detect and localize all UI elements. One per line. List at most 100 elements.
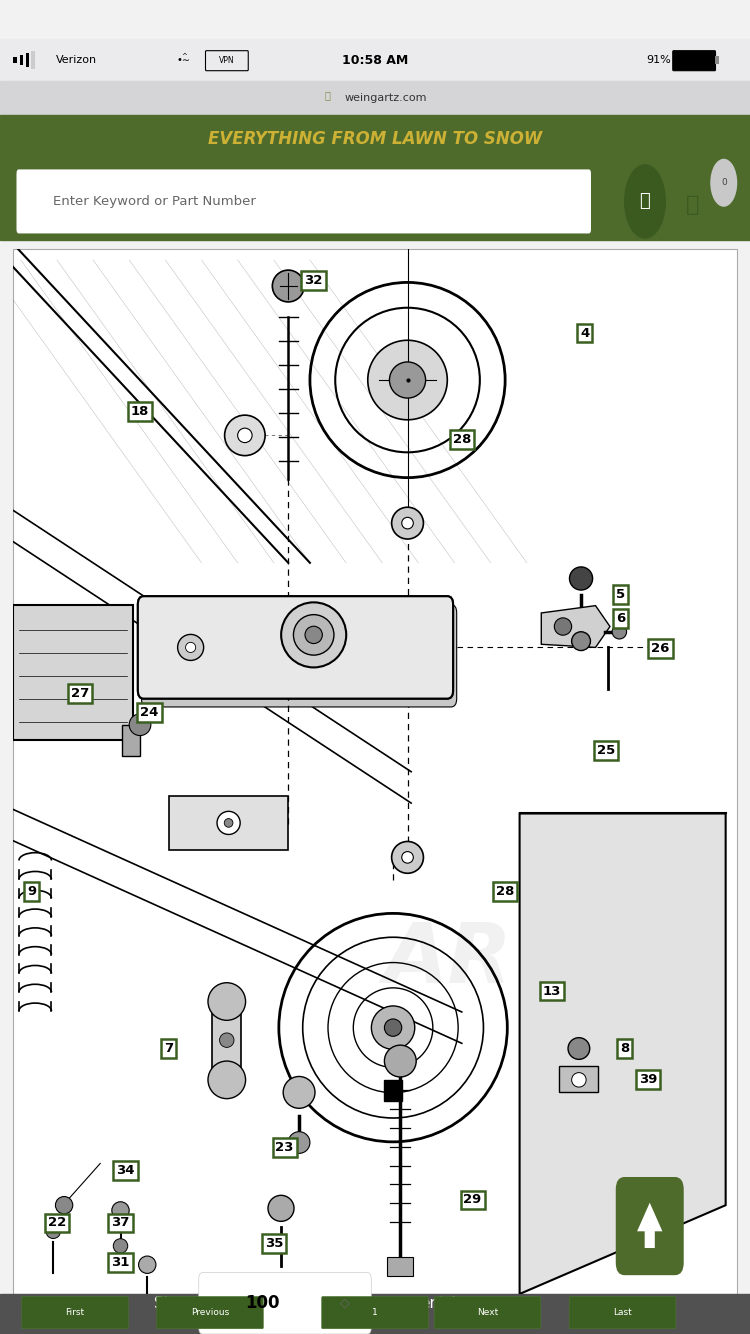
Bar bbox=[0, 40, 750, 81]
Text: Previous: Previous bbox=[190, 1309, 230, 1317]
Text: Show: Show bbox=[154, 1295, 195, 1311]
Text: 31: 31 bbox=[111, 1257, 130, 1269]
Ellipse shape bbox=[572, 632, 590, 651]
FancyBboxPatch shape bbox=[16, 169, 591, 233]
Text: VPN: VPN bbox=[219, 56, 234, 64]
Text: 🔍: 🔍 bbox=[640, 192, 650, 211]
Text: 5: 5 bbox=[616, 588, 626, 600]
Text: 35: 35 bbox=[265, 1238, 283, 1250]
Ellipse shape bbox=[178, 635, 204, 660]
Bar bbox=[169, 796, 288, 850]
Text: 🔒: 🔒 bbox=[324, 91, 330, 100]
Bar bbox=[212, 1002, 242, 1079]
Bar bbox=[0, 1294, 750, 1334]
Bar bbox=[559, 1066, 598, 1093]
Text: 91%: 91% bbox=[646, 55, 671, 65]
FancyBboxPatch shape bbox=[157, 1297, 263, 1329]
Polygon shape bbox=[542, 606, 610, 647]
Ellipse shape bbox=[554, 618, 572, 635]
Bar bbox=[0, 163, 750, 240]
Ellipse shape bbox=[224, 415, 265, 456]
Text: 1: 1 bbox=[372, 1309, 378, 1317]
Text: 26: 26 bbox=[652, 642, 670, 655]
Ellipse shape bbox=[46, 1225, 61, 1238]
Ellipse shape bbox=[305, 626, 322, 643]
FancyBboxPatch shape bbox=[199, 1273, 371, 1334]
FancyBboxPatch shape bbox=[142, 604, 457, 707]
Ellipse shape bbox=[112, 1202, 129, 1219]
Text: EVERYTHING FROM LAWN TO SNOW: EVERYTHING FROM LAWN TO SNOW bbox=[208, 129, 542, 148]
Text: Next: Next bbox=[477, 1309, 498, 1317]
Text: 25: 25 bbox=[597, 744, 616, 758]
Ellipse shape bbox=[238, 428, 252, 443]
Ellipse shape bbox=[392, 842, 424, 874]
Text: entries: entries bbox=[420, 1295, 473, 1311]
Text: weingartz.com: weingartz.com bbox=[345, 93, 427, 103]
Bar bbox=[0, 115, 750, 163]
Text: 24: 24 bbox=[140, 706, 158, 719]
Ellipse shape bbox=[402, 851, 413, 863]
FancyBboxPatch shape bbox=[434, 1297, 541, 1329]
FancyBboxPatch shape bbox=[138, 596, 453, 699]
Ellipse shape bbox=[288, 1131, 310, 1154]
Ellipse shape bbox=[402, 518, 413, 528]
Text: 8: 8 bbox=[620, 1042, 629, 1055]
Ellipse shape bbox=[281, 603, 346, 667]
Ellipse shape bbox=[185, 643, 196, 652]
Text: ^: ^ bbox=[181, 53, 187, 59]
Bar bbox=[122, 724, 140, 756]
Ellipse shape bbox=[56, 1197, 73, 1214]
Ellipse shape bbox=[569, 567, 592, 590]
Ellipse shape bbox=[612, 624, 626, 639]
Bar bbox=[385, 1079, 402, 1101]
Text: 10:58 AM: 10:58 AM bbox=[342, 53, 408, 67]
Ellipse shape bbox=[220, 1033, 234, 1047]
Ellipse shape bbox=[568, 1038, 590, 1059]
Text: AR: AR bbox=[383, 919, 512, 1000]
Text: 34: 34 bbox=[116, 1165, 135, 1177]
Text: 22: 22 bbox=[48, 1217, 66, 1230]
Ellipse shape bbox=[293, 615, 334, 655]
Bar bbox=[20, 55, 23, 64]
Bar bbox=[13, 604, 133, 740]
Text: Enter Keyword or Part Number: Enter Keyword or Part Number bbox=[53, 195, 255, 208]
Ellipse shape bbox=[224, 819, 233, 827]
Ellipse shape bbox=[272, 269, 304, 301]
Circle shape bbox=[624, 164, 666, 239]
Bar bbox=[26, 53, 29, 67]
Ellipse shape bbox=[371, 1006, 415, 1050]
Text: 13: 13 bbox=[543, 984, 561, 998]
Ellipse shape bbox=[139, 1257, 156, 1274]
Bar bbox=[715, 56, 719, 64]
Ellipse shape bbox=[208, 983, 245, 1021]
Text: Last: Last bbox=[614, 1309, 632, 1317]
FancyBboxPatch shape bbox=[322, 1297, 428, 1329]
Bar bbox=[387, 1258, 413, 1277]
Text: ◇: ◇ bbox=[340, 1297, 350, 1310]
FancyBboxPatch shape bbox=[138, 596, 453, 699]
Ellipse shape bbox=[385, 1019, 402, 1037]
FancyBboxPatch shape bbox=[616, 1177, 684, 1275]
Ellipse shape bbox=[208, 1061, 245, 1099]
Ellipse shape bbox=[268, 1195, 294, 1222]
Bar bbox=[0, 80, 750, 115]
Ellipse shape bbox=[129, 714, 151, 735]
Text: Verizon: Verizon bbox=[56, 55, 98, 65]
FancyBboxPatch shape bbox=[22, 1297, 128, 1329]
Text: 29: 29 bbox=[464, 1194, 482, 1206]
Ellipse shape bbox=[385, 1045, 416, 1077]
Ellipse shape bbox=[572, 1073, 586, 1087]
Text: First: First bbox=[65, 1309, 85, 1317]
Polygon shape bbox=[637, 1203, 662, 1249]
Ellipse shape bbox=[368, 340, 447, 420]
Ellipse shape bbox=[392, 507, 424, 539]
Text: 27: 27 bbox=[71, 687, 89, 700]
Polygon shape bbox=[520, 814, 726, 1294]
Ellipse shape bbox=[217, 811, 240, 835]
Text: 23: 23 bbox=[275, 1142, 294, 1154]
Text: 9: 9 bbox=[27, 886, 36, 898]
Text: •∼: •∼ bbox=[177, 55, 190, 65]
Ellipse shape bbox=[389, 362, 425, 398]
Text: 18: 18 bbox=[130, 404, 149, 418]
Text: 28: 28 bbox=[452, 434, 471, 446]
